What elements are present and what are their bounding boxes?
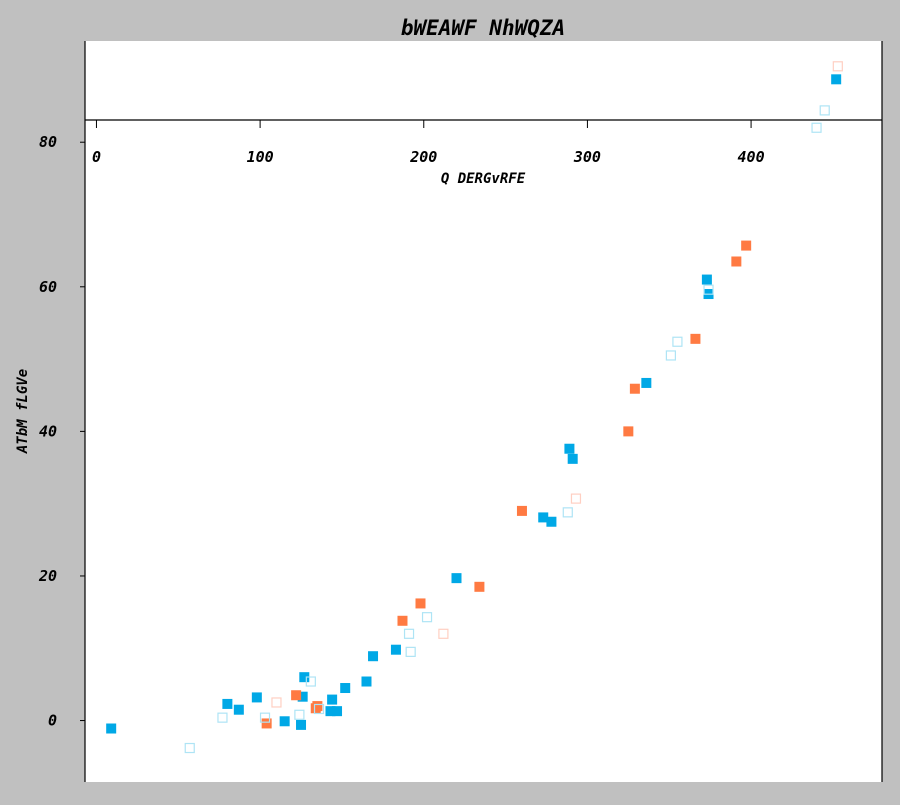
x-tick-label: 400	[738, 148, 765, 166]
x-axis-label: Q DERGvRFE	[441, 171, 526, 187]
data-point-blue-filled	[564, 443, 575, 454]
data-point-blue-filled	[390, 644, 401, 655]
data-point-light-blue-hollow	[294, 709, 305, 720]
data-point-blue-filled	[831, 74, 842, 85]
data-point-orange-filled	[291, 690, 302, 701]
data-point-light-blue-hollow	[703, 284, 714, 295]
data-point-blue-filled	[361, 676, 372, 687]
x-axis-ticks: 0 100 200 300 400	[92, 120, 765, 166]
y-axis-label: ATbM fLGVe	[15, 369, 31, 454]
x-tick-label: 0	[92, 148, 101, 166]
data-point-blue-filled	[299, 672, 310, 683]
data-point-light-blue-hollow	[184, 742, 195, 754]
data-point-light-blue-hollow	[672, 336, 683, 347]
data-point-blue-filled	[567, 453, 578, 464]
data-point-light-blue-hollow	[811, 122, 822, 133]
data-point-blue-filled	[279, 716, 290, 727]
data-point-light-blue-hollow	[421, 612, 433, 623]
data-point-orange-filled	[629, 383, 640, 394]
data-point-blue-filled	[451, 573, 462, 584]
data-point-blue-filled	[701, 274, 712, 285]
data-point-blue-filled	[641, 377, 652, 388]
data-point-orange-filled	[731, 256, 742, 267]
data-point-blue-filled	[325, 706, 336, 717]
data-point-blue-filled	[296, 719, 307, 730]
y-tick-label: 20	[38, 567, 57, 585]
data-point-orange-filled	[690, 333, 701, 344]
data-point-light-orange-hollow	[832, 61, 843, 72]
data-point-blue-filled	[297, 691, 308, 702]
y-tick-label: 80	[39, 133, 57, 151]
data-point-orange-filled	[415, 598, 426, 609]
data-point-blue-filled	[222, 698, 233, 709]
data-point-light-orange-hollow	[271, 697, 282, 708]
plot-area	[85, 41, 882, 782]
data-point-light-blue-hollow	[405, 646, 416, 657]
data-points	[106, 61, 843, 754]
data-point-light-blue-hollow	[259, 712, 271, 723]
data-point-blue-filled	[332, 706, 343, 717]
data-point-blue-filled	[251, 692, 262, 703]
data-point-blue-filled	[538, 512, 549, 523]
data-point-light-blue-hollow	[562, 507, 573, 518]
data-point-blue-filled	[106, 723, 117, 734]
data-point-blue-filled	[546, 516, 557, 527]
chart-title: bWEAWF NhWQZA	[401, 16, 565, 40]
y-tick-label: 60	[39, 278, 57, 296]
data-point-light-blue-hollow	[217, 712, 228, 723]
y-tick-label: 0	[48, 712, 57, 730]
data-point-orange-filled	[474, 581, 485, 592]
x-tick-label: 300	[573, 148, 601, 166]
data-point-blue-filled	[340, 683, 351, 694]
data-point-orange-filled	[261, 718, 272, 729]
data-point-blue-filled	[368, 651, 379, 662]
x-tick-label: 200	[409, 148, 437, 166]
data-point-light-blue-hollow	[819, 105, 830, 116]
data-point-light-blue-hollow	[403, 628, 415, 639]
data-point-light-orange-hollow	[570, 493, 582, 504]
x-tick-label: 100	[247, 148, 274, 166]
data-point-light-blue-hollow	[305, 676, 316, 687]
data-point-orange-filled	[397, 615, 408, 626]
data-point-light-blue-hollow	[665, 350, 676, 361]
data-point-blue-filled	[327, 694, 338, 705]
data-point-orange-filled	[623, 426, 634, 437]
data-point-light-blue-hollow	[313, 703, 325, 715]
data-point-light-orange-hollow	[438, 628, 449, 639]
y-axis-ticks: 0 20 40 60 80	[38, 133, 85, 730]
data-point-orange-filled	[741, 240, 752, 251]
data-point-blue-filled	[233, 704, 244, 715]
data-point-orange-filled	[312, 701, 323, 712]
y-tick-label: 40	[39, 422, 57, 440]
data-point-orange-filled	[516, 505, 527, 516]
